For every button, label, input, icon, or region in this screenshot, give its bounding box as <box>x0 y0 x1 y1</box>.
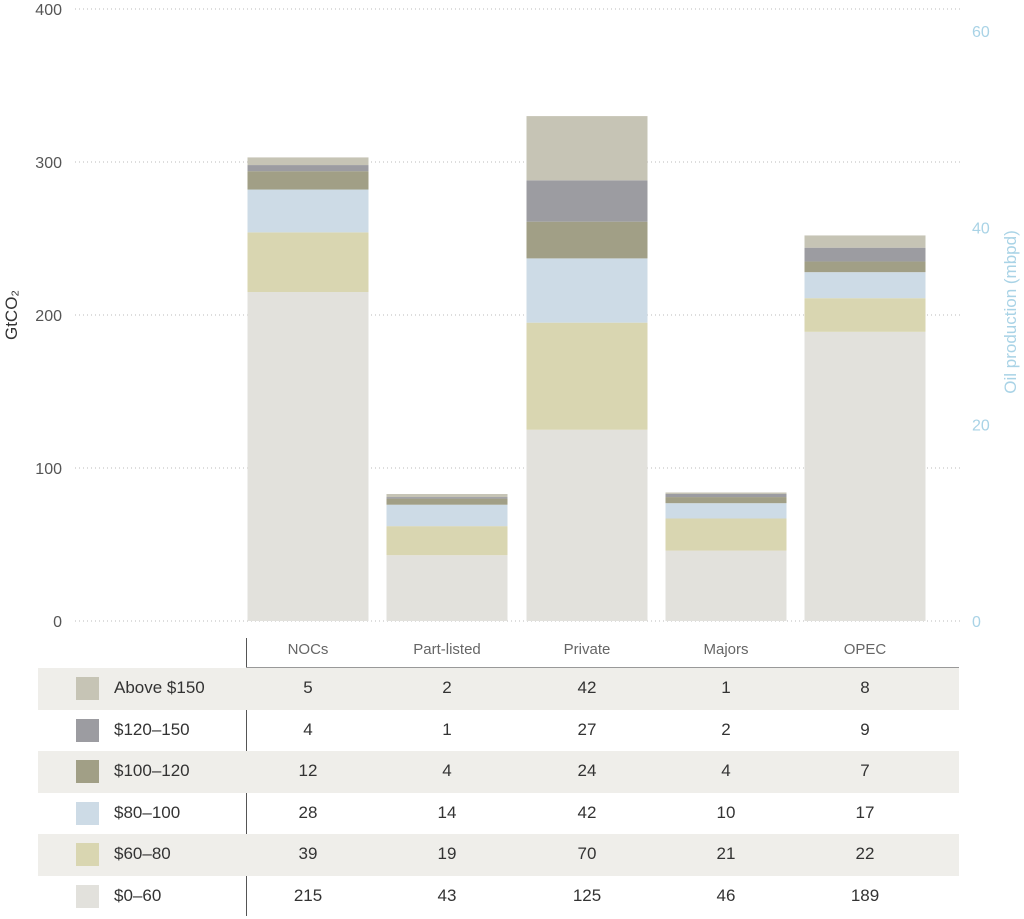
table-cell: 4 <box>303 719 313 739</box>
table-cell: 27 <box>577 719 597 739</box>
table-cell: 42 <box>577 678 597 697</box>
legend-swatch <box>76 718 99 742</box>
table-cell: 2 <box>442 678 452 697</box>
table-cell: 46 <box>716 885 736 905</box>
bar-segment <box>665 503 787 519</box>
category-label: NOCs <box>288 641 329 658</box>
bar-segment <box>386 526 508 556</box>
bar-segment <box>804 261 926 273</box>
bar-segment <box>526 258 648 323</box>
table-cell: 12 <box>298 761 318 780</box>
table-row: $0–60 215 43 125 46 189 <box>38 876 959 918</box>
table-header-divider <box>246 667 959 668</box>
bar-segment <box>526 116 648 181</box>
stacked-bar-chart: 0 100 200 300 400 0 20 40 60 GtCO₂ Oil production … <box>2 2 1020 658</box>
category-label: Private <box>564 641 611 658</box>
bar-segment <box>526 221 648 259</box>
table-cell: 4 <box>442 761 452 780</box>
y2-tick-label: 40 <box>972 221 990 238</box>
bar-segment <box>526 429 648 621</box>
bar-segment <box>804 235 926 248</box>
y2-axis-label: Oil production (mbpd) <box>1001 230 1020 393</box>
bar-segment <box>386 555 508 621</box>
table-cell: 4 <box>721 761 731 780</box>
row-label: $100–120 <box>114 761 190 780</box>
bar-segment <box>804 247 926 262</box>
table-cell: 1 <box>721 678 731 697</box>
table-cell: 39 <box>298 844 318 863</box>
bar-segment <box>247 171 369 190</box>
bar-segment <box>386 494 508 498</box>
table-cell: 10 <box>716 802 736 822</box>
bar-segment <box>247 232 369 293</box>
table-cell: 70 <box>577 844 597 863</box>
legend-swatch <box>76 843 99 866</box>
bar-segment <box>386 497 508 499</box>
table-cell: 5 <box>303 678 313 697</box>
row-label: $80–100 <box>114 802 181 822</box>
y-tick-label: 0 <box>53 614 62 631</box>
bar-segment <box>386 498 508 505</box>
bar-segment <box>247 165 369 172</box>
y-axis-label: GtCO₂ <box>2 290 21 340</box>
row-label: $0–60 <box>114 885 162 905</box>
y2-tick-label: 60 <box>972 24 990 41</box>
bar-segment <box>247 292 369 621</box>
table-cell: 24 <box>577 761 597 780</box>
bar-segment <box>665 550 787 621</box>
table-cell: 2 <box>721 719 731 739</box>
bar-segment <box>804 331 926 621</box>
table-cell: 189 <box>850 885 880 905</box>
table-cell: 17 <box>855 802 875 822</box>
legend-swatch <box>76 760 99 783</box>
table-cell: 7 <box>860 761 870 780</box>
table-cell: 28 <box>298 802 318 822</box>
row-label: Above $150 <box>114 678 205 697</box>
table-cell: 1 <box>442 719 452 739</box>
bar-segment <box>804 272 926 299</box>
y2-tick-label: 0 <box>972 614 981 631</box>
row-label: $60–80 <box>114 844 171 863</box>
table-cell: 19 <box>437 844 457 863</box>
legend-swatch <box>76 677 99 700</box>
table-cell: 125 <box>572 885 602 905</box>
table-cell: 22 <box>855 844 875 863</box>
legend-swatch <box>76 801 99 825</box>
bar-segment <box>665 494 787 498</box>
bar-segment <box>247 189 369 233</box>
table-row: Above $150 5 2 42 1 8 <box>38 668 959 710</box>
bar-segment <box>247 157 369 166</box>
category-label: Part-listed <box>413 641 481 658</box>
table-row: $120–150 4 1 27 2 9 <box>38 710 959 752</box>
bar-segment <box>665 518 787 551</box>
bar-segment <box>386 504 508 527</box>
y-tick-label: 400 <box>35 2 62 19</box>
y2-tick-label: 20 <box>972 417 990 434</box>
y-tick-label: 200 <box>35 308 62 325</box>
table-cell: 14 <box>437 802 457 822</box>
data-table: Above $150 5 2 42 1 8 $120–150 4 1 27 2 9 $100–120 12… <box>38 668 959 917</box>
row-label: $120–150 <box>114 719 190 739</box>
table-row: $100–120 12 4 24 4 7 <box>38 751 959 793</box>
y-tick-label: 300 <box>35 155 62 172</box>
bar-segment <box>665 492 787 495</box>
table-cell: 21 <box>716 844 736 863</box>
table-cell: 9 <box>860 719 870 739</box>
y-tick-label: 100 <box>35 461 62 478</box>
table-cell: 8 <box>860 678 870 697</box>
bar-segment <box>526 322 648 430</box>
table-cell: 215 <box>293 885 323 905</box>
category-label: Majors <box>703 641 748 658</box>
bar-segment <box>526 180 648 222</box>
category-label: OPEC <box>844 641 887 658</box>
table-cell: 43 <box>437 885 457 905</box>
table-cell: 42 <box>577 802 597 822</box>
table-row: $60–80 39 19 70 21 22 <box>38 834 959 876</box>
bar-segment <box>804 298 926 332</box>
table-row: $80–100 28 14 42 10 17 <box>38 793 959 835</box>
bar-segment <box>665 497 787 504</box>
legend-swatch <box>76 884 99 908</box>
